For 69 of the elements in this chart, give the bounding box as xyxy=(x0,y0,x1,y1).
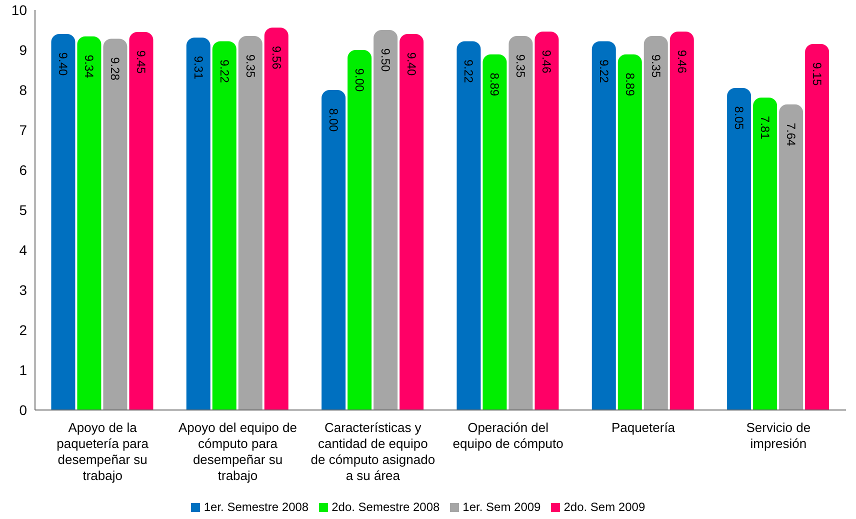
y-tick-label: 7 xyxy=(19,122,28,138)
data-label: 8.89 xyxy=(622,72,637,96)
bar xyxy=(805,44,830,410)
bar xyxy=(670,32,694,410)
data-label: 9.22 xyxy=(217,60,232,84)
x-tick-label: Servicio de impresión xyxy=(746,420,811,451)
legend-label: 1er. Semestre 2008 xyxy=(204,500,309,514)
data-label: 8.89 xyxy=(488,72,502,96)
bar xyxy=(238,36,262,410)
y-tick-label: 5 xyxy=(19,202,28,218)
x-tick-label: Paquetería xyxy=(611,420,676,435)
data-label: 9.45 xyxy=(134,50,148,74)
bar xyxy=(753,98,778,410)
bar xyxy=(212,41,236,410)
data-label: 9.00 xyxy=(352,68,367,92)
data-label: 9.28 xyxy=(108,57,122,81)
data-label: 9.50 xyxy=(378,48,393,72)
data-label: 9.34 xyxy=(82,54,96,78)
y-tick-label: 0 xyxy=(19,402,28,418)
bar xyxy=(618,54,642,410)
bar xyxy=(534,32,559,410)
data-label: 9.35 xyxy=(648,54,663,78)
data-label: 9.56 xyxy=(269,46,284,70)
y-tick-label: 10 xyxy=(11,2,28,18)
bar xyxy=(508,36,533,410)
bar xyxy=(186,38,210,410)
bar xyxy=(129,32,154,410)
bar xyxy=(592,41,616,410)
x-tick-label: Apoyo de la paquetería para desempeñar su trabajo xyxy=(56,420,150,483)
y-tick-label: 8 xyxy=(19,82,28,98)
data-label: 7.64 xyxy=(784,122,798,146)
y-tick-label: 4 xyxy=(19,242,28,258)
data-label: 9.46 xyxy=(540,50,554,74)
bar xyxy=(264,28,288,410)
data-label: 9.35 xyxy=(514,54,528,78)
bar xyxy=(482,54,507,410)
data-label: 9.40 xyxy=(404,52,419,76)
bar xyxy=(400,34,424,410)
data-label: 8.00 xyxy=(326,108,341,132)
x-tick-label: Operación del equipo de cómputo xyxy=(452,420,564,451)
bar xyxy=(77,36,102,410)
bar xyxy=(779,104,804,410)
data-label: 9.35 xyxy=(243,54,258,78)
y-tick-label: 1 xyxy=(19,362,28,378)
x-tick-label: Características y cantidad de equipo de cómputo asignado a su área xyxy=(310,420,436,483)
bar xyxy=(51,34,76,410)
data-label: 7.81 xyxy=(758,116,772,140)
data-label: 9.15 xyxy=(810,62,824,86)
legend-label: 2do. Semestre 2008 xyxy=(332,500,440,514)
bar xyxy=(322,90,346,410)
y-tick-label: 2 xyxy=(19,322,28,338)
bar xyxy=(456,41,481,410)
bar xyxy=(103,38,128,410)
x-tick-label: Apoyo del equipo de cómputo para desempeñar su trabajo xyxy=(178,420,298,483)
bar xyxy=(644,36,668,410)
data-label: 9.31 xyxy=(191,56,206,80)
legend-label: 2do. Sem 2009 xyxy=(564,500,646,514)
data-label: 9.46 xyxy=(674,50,689,74)
y-tick-label: 6 xyxy=(19,162,28,178)
data-label: 9.22 xyxy=(462,60,476,84)
y-tick-label: 3 xyxy=(19,282,28,298)
data-label: 9.22 xyxy=(596,60,611,84)
data-label: 9.40 xyxy=(56,52,70,76)
data-label: 8.05 xyxy=(732,106,746,130)
legend-label: 1er. Sem 2009 xyxy=(462,500,541,514)
bar xyxy=(374,30,398,410)
bar xyxy=(348,50,372,410)
y-tick-label: 9 xyxy=(19,42,28,58)
bar xyxy=(727,88,752,410)
